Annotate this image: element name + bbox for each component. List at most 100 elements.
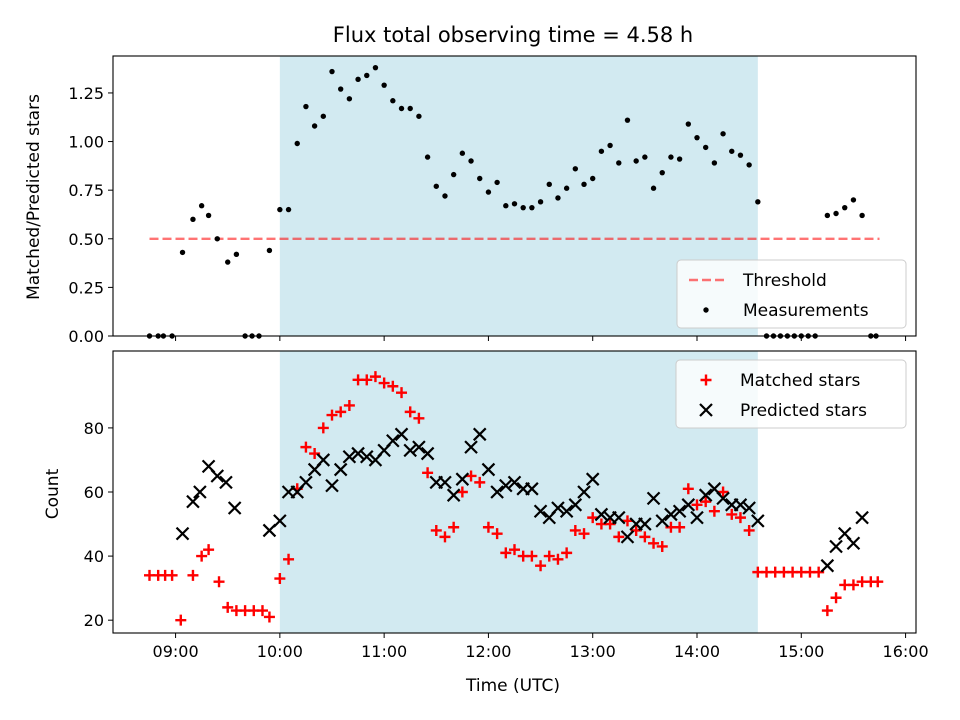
data-point	[359, 449, 374, 464]
data-point	[320, 113, 327, 119]
data-point	[607, 142, 613, 149]
data-point	[674, 521, 686, 533]
data-point	[526, 550, 538, 562]
legend: Matched stars Predicted stars	[675, 359, 907, 429]
legend-label: Predicted stars	[740, 401, 867, 421]
data-point	[672, 504, 687, 519]
data-point	[464, 440, 478, 454]
data-point	[638, 517, 652, 531]
data-point	[694, 134, 700, 141]
data-point	[394, 427, 409, 442]
data-point	[448, 521, 460, 533]
data-point	[551, 501, 565, 515]
data-point	[742, 501, 756, 515]
data-point	[477, 175, 483, 182]
data-point	[398, 105, 405, 112]
data-point	[872, 576, 884, 588]
data-point	[378, 377, 390, 389]
data-point	[537, 199, 544, 205]
legend-label: Measurements	[743, 301, 869, 321]
data-point	[499, 478, 513, 493]
data-point	[390, 98, 396, 104]
data-point	[821, 605, 833, 617]
data-point	[581, 181, 587, 188]
data-point	[326, 409, 338, 421]
data-point	[416, 113, 422, 119]
legend-marker-swatch	[699, 403, 713, 417]
data-point	[219, 475, 233, 490]
data-point	[329, 68, 335, 75]
data-point	[198, 203, 205, 209]
data-point	[555, 195, 561, 201]
data-point	[343, 399, 355, 411]
data-point	[717, 486, 729, 498]
data-point	[355, 76, 361, 83]
data-point	[494, 179, 500, 186]
data-point	[233, 251, 240, 258]
data-point	[746, 162, 752, 168]
data-point	[381, 82, 387, 88]
data-point	[668, 154, 674, 160]
data-point	[664, 507, 678, 522]
data-point	[412, 440, 426, 454]
data-point	[186, 494, 200, 509]
data-point	[737, 152, 744, 158]
data-point	[420, 446, 435, 461]
data-point	[690, 510, 704, 525]
data-point	[430, 524, 442, 536]
data-point	[509, 544, 520, 556]
legend-marker-swatch	[703, 307, 709, 313]
data-point	[830, 592, 842, 604]
data-point	[300, 441, 312, 453]
data-point	[613, 531, 625, 543]
data-point	[205, 212, 212, 219]
data-point	[734, 512, 746, 524]
data-point	[711, 160, 718, 166]
data-point	[179, 249, 186, 256]
data-point	[446, 488, 461, 502]
top-y-axis-label: Matched/Predicted stars	[24, 94, 44, 300]
data-point	[655, 514, 670, 528]
data-point	[262, 523, 277, 538]
data-point	[676, 156, 683, 162]
data-point	[503, 203, 509, 209]
series-predicted-stars	[175, 427, 869, 573]
data-point	[266, 247, 273, 254]
data-point	[577, 485, 591, 499]
data-point	[166, 569, 178, 581]
data-point	[829, 539, 843, 554]
data-point	[175, 526, 190, 541]
data-point	[413, 412, 425, 424]
data-point	[535, 560, 547, 572]
data-point	[403, 443, 417, 458]
y-tick-label: 0.75	[68, 181, 104, 200]
legend-label: Matched stars	[740, 371, 860, 391]
data-point	[351, 446, 365, 461]
data-point	[743, 524, 755, 536]
data-point	[561, 547, 573, 559]
data-point	[716, 491, 730, 506]
data-point	[726, 508, 738, 520]
data-point	[842, 204, 848, 211]
data-point	[708, 505, 720, 517]
data-point	[685, 121, 692, 127]
data-point	[333, 462, 348, 477]
data-point	[612, 510, 626, 525]
data-point	[624, 117, 631, 123]
data-point	[404, 406, 416, 418]
data-point	[490, 485, 504, 499]
data-point	[317, 422, 329, 434]
data-point	[227, 501, 242, 515]
legend: Threshold Measurements	[676, 259, 907, 329]
data-point	[702, 144, 709, 151]
series-measurements	[146, 64, 879, 339]
data-point	[190, 216, 196, 223]
data-point	[482, 521, 494, 533]
data-point	[361, 374, 373, 386]
data-point	[559, 504, 574, 519]
data-point	[455, 472, 470, 486]
data-point	[578, 528, 590, 540]
data-point	[442, 193, 448, 199]
data-point	[590, 175, 596, 182]
legend-marker-swatch	[700, 374, 712, 386]
